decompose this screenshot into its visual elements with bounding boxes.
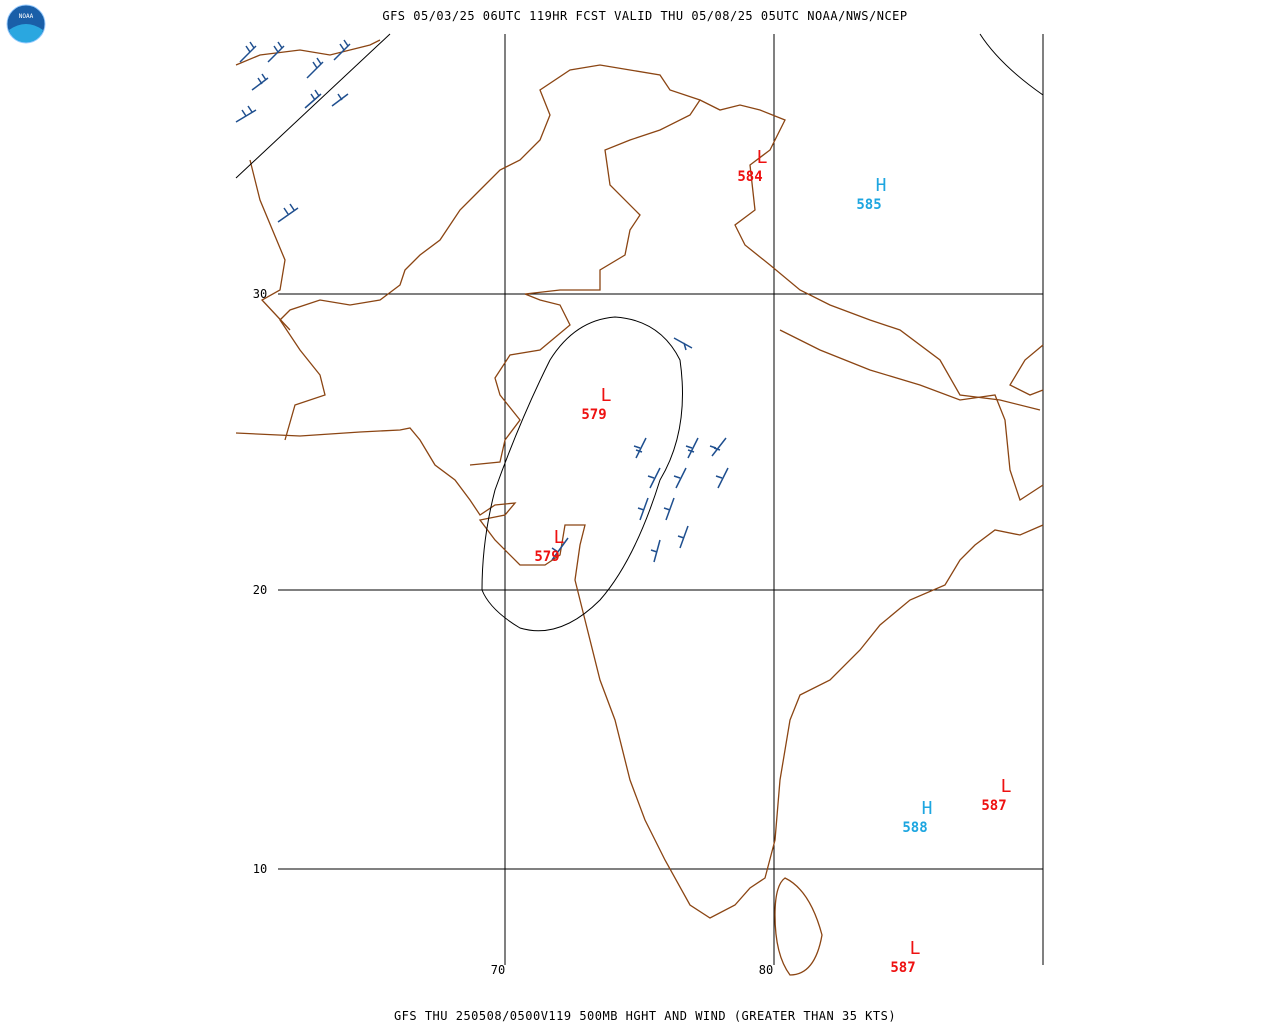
wind-barb <box>277 203 299 223</box>
coastline <box>774 877 823 976</box>
wind-barb <box>633 437 647 459</box>
height-contour <box>481 316 683 632</box>
center-label: H <box>922 798 933 819</box>
center-value: 584 <box>737 169 762 185</box>
lat-label: 20 <box>253 583 267 597</box>
center-label: L <box>554 527 565 548</box>
border <box>249 159 291 331</box>
lon-label: 70 <box>491 963 505 977</box>
height-contour <box>979 33 1044 96</box>
footer-caption: GFS THU 250508/0500V119 500MB HGHT AND W… <box>394 1009 896 1023</box>
coastlines <box>235 39 1044 976</box>
center-value: 585 <box>856 197 881 213</box>
wind-barb <box>304 89 322 109</box>
wind-barb <box>235 105 257 123</box>
border <box>699 99 1041 411</box>
center-label: L <box>601 385 612 406</box>
center-label: L <box>910 938 921 959</box>
center-value: 579 <box>581 407 606 423</box>
wind-barb <box>333 39 351 61</box>
center-label: L <box>757 147 768 168</box>
border <box>279 64 702 441</box>
wind-barbs <box>235 39 729 563</box>
wind-barb <box>715 467 729 489</box>
center-label: L <box>1001 776 1012 797</box>
wind-barb <box>267 41 285 63</box>
header-title: GFS 05/03/25 06UTC 119HR FCST VALID THU … <box>382 9 907 23</box>
wind-barb <box>637 497 649 521</box>
wind-barb <box>709 437 727 457</box>
wind-barb <box>331 93 349 107</box>
center-value: 587 <box>890 960 915 976</box>
contours <box>235 33 1044 632</box>
center-label: H <box>876 175 887 196</box>
border <box>469 293 571 466</box>
coastline <box>235 427 1044 919</box>
wind-barb <box>551 537 569 561</box>
lat-label: 30 <box>253 287 267 301</box>
center-value: 579 <box>534 549 559 565</box>
logo-text: NOAA <box>19 13 34 20</box>
wind-barb <box>239 41 257 63</box>
grid <box>278 34 1044 965</box>
border <box>235 39 381 66</box>
wind-barb <box>663 497 675 521</box>
wind-barb <box>306 57 324 79</box>
lon-label: 80 <box>759 963 773 977</box>
wind-barb <box>251 73 269 91</box>
border <box>779 329 1044 502</box>
border <box>1009 344 1044 396</box>
center-value: 588 <box>902 820 927 836</box>
height-contour <box>235 33 391 179</box>
logo: NOAA <box>6 4 46 44</box>
lat-label: 10 <box>253 862 267 876</box>
center-value: 587 <box>981 798 1006 814</box>
wind-barb <box>673 467 687 489</box>
wind-barb <box>650 539 661 563</box>
wind-barb <box>647 467 661 489</box>
wind-barb <box>685 437 699 459</box>
wind-barb <box>677 525 689 549</box>
wind-barb <box>673 337 693 351</box>
